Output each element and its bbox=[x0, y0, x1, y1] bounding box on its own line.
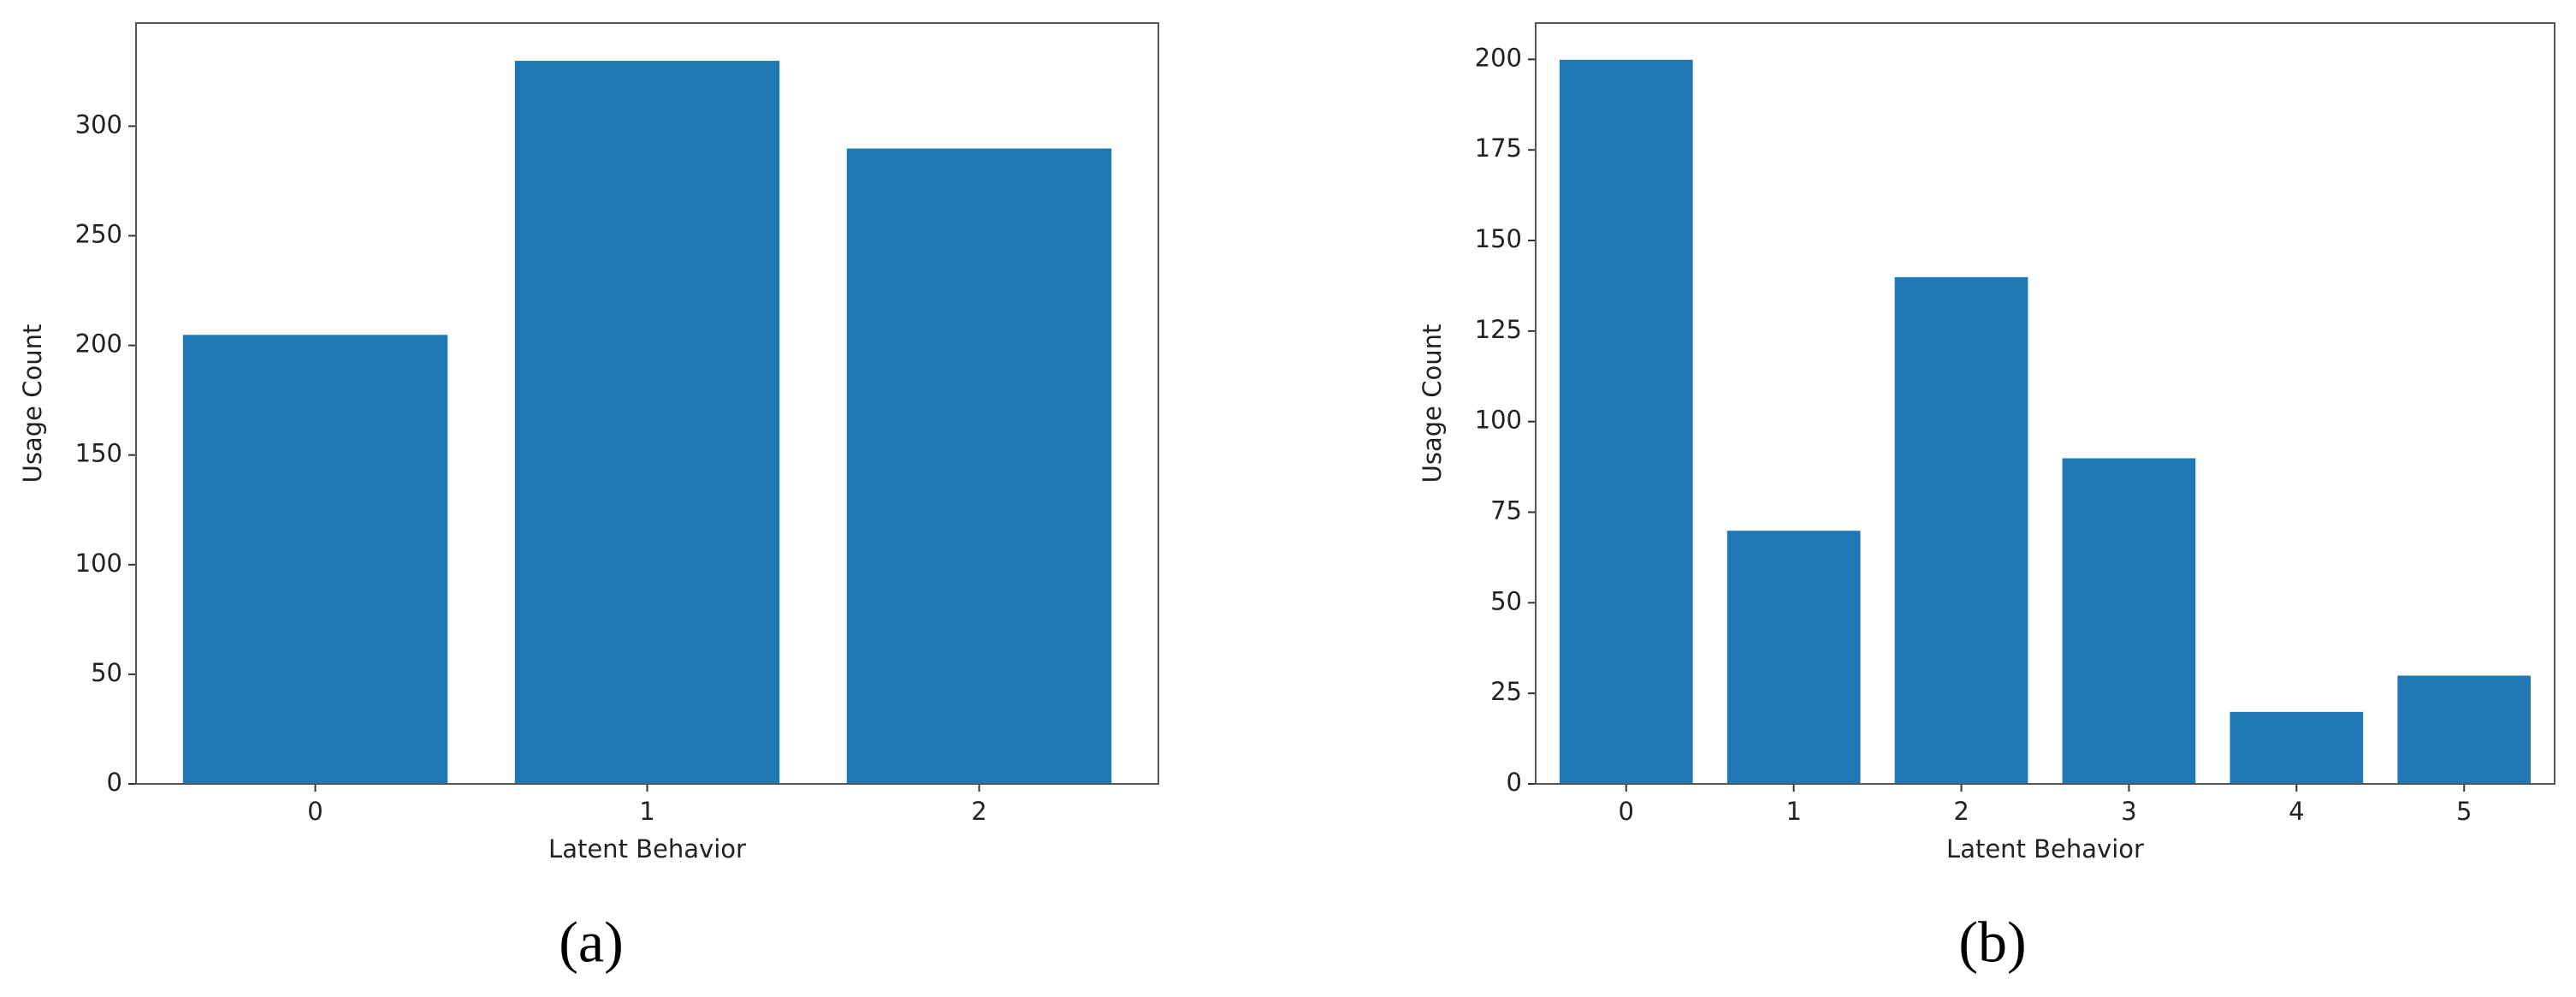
x-tick-label: 2 bbox=[1953, 797, 1969, 826]
chart-panel: 0 25 50 75 100 125 150 175 200 0 1 2 3 4 5 Latent Behav… bbox=[1418, 22, 2555, 975]
panel-caption: (b) bbox=[1958, 910, 2026, 975]
x-tick-label: 3 bbox=[2121, 797, 2136, 826]
y-tick-label: 50 bbox=[91, 658, 122, 687]
y-tick-label: 300 bbox=[75, 110, 122, 139]
bar bbox=[845, 147, 1113, 785]
x-tick-label: 4 bbox=[2289, 797, 2304, 826]
y-axis-label: Usage Count bbox=[18, 324, 47, 484]
y-tick-label: 0 bbox=[1507, 768, 1522, 797]
x-axis-label: Latent Behavior bbox=[548, 834, 746, 863]
bar bbox=[2061, 457, 2197, 785]
bar bbox=[181, 334, 449, 785]
y-axis-label: Usage Count bbox=[1418, 324, 1447, 484]
x-tick-label: 0 bbox=[1619, 797, 1634, 826]
plot-frame bbox=[1535, 22, 2555, 785]
x-tick-label: 1 bbox=[1785, 797, 1801, 826]
x-tick-label: 1 bbox=[639, 797, 654, 826]
panel-caption: (a) bbox=[559, 910, 623, 975]
y-tick-label: 150 bbox=[75, 439, 122, 468]
bar bbox=[513, 60, 781, 785]
x-tick-label: 5 bbox=[2456, 797, 2472, 826]
plot-frame bbox=[135, 22, 1159, 785]
y-tick-label: 200 bbox=[1475, 43, 1522, 72]
y-tick-label: 25 bbox=[1490, 677, 1522, 706]
y-tick-label: 100 bbox=[75, 549, 122, 578]
y-tick-label: 125 bbox=[1475, 315, 1522, 344]
y-tick-label: 150 bbox=[1475, 224, 1522, 253]
y-tick-label: 0 bbox=[107, 768, 122, 797]
y-tick-label: 50 bbox=[1490, 586, 1522, 615]
bar bbox=[1893, 276, 2029, 785]
bar bbox=[2396, 674, 2532, 785]
y-tick-label: 200 bbox=[75, 329, 122, 359]
x-tick-label: 0 bbox=[307, 797, 323, 826]
chart-panel: 0 50 100 150 200 250 300 0 1 2 Latent Behavior Usag… bbox=[18, 22, 1159, 975]
y-tick-label: 250 bbox=[75, 220, 122, 249]
y-tick-label: 75 bbox=[1490, 496, 1522, 525]
x-tick-label: 2 bbox=[971, 797, 986, 826]
bar bbox=[1558, 58, 1694, 785]
bar bbox=[1726, 530, 1862, 785]
bar bbox=[2229, 710, 2365, 785]
y-tick-label: 100 bbox=[1475, 406, 1522, 435]
y-tick-label: 175 bbox=[1475, 134, 1522, 163]
x-axis-label: Latent Behavior bbox=[1946, 834, 2144, 863]
